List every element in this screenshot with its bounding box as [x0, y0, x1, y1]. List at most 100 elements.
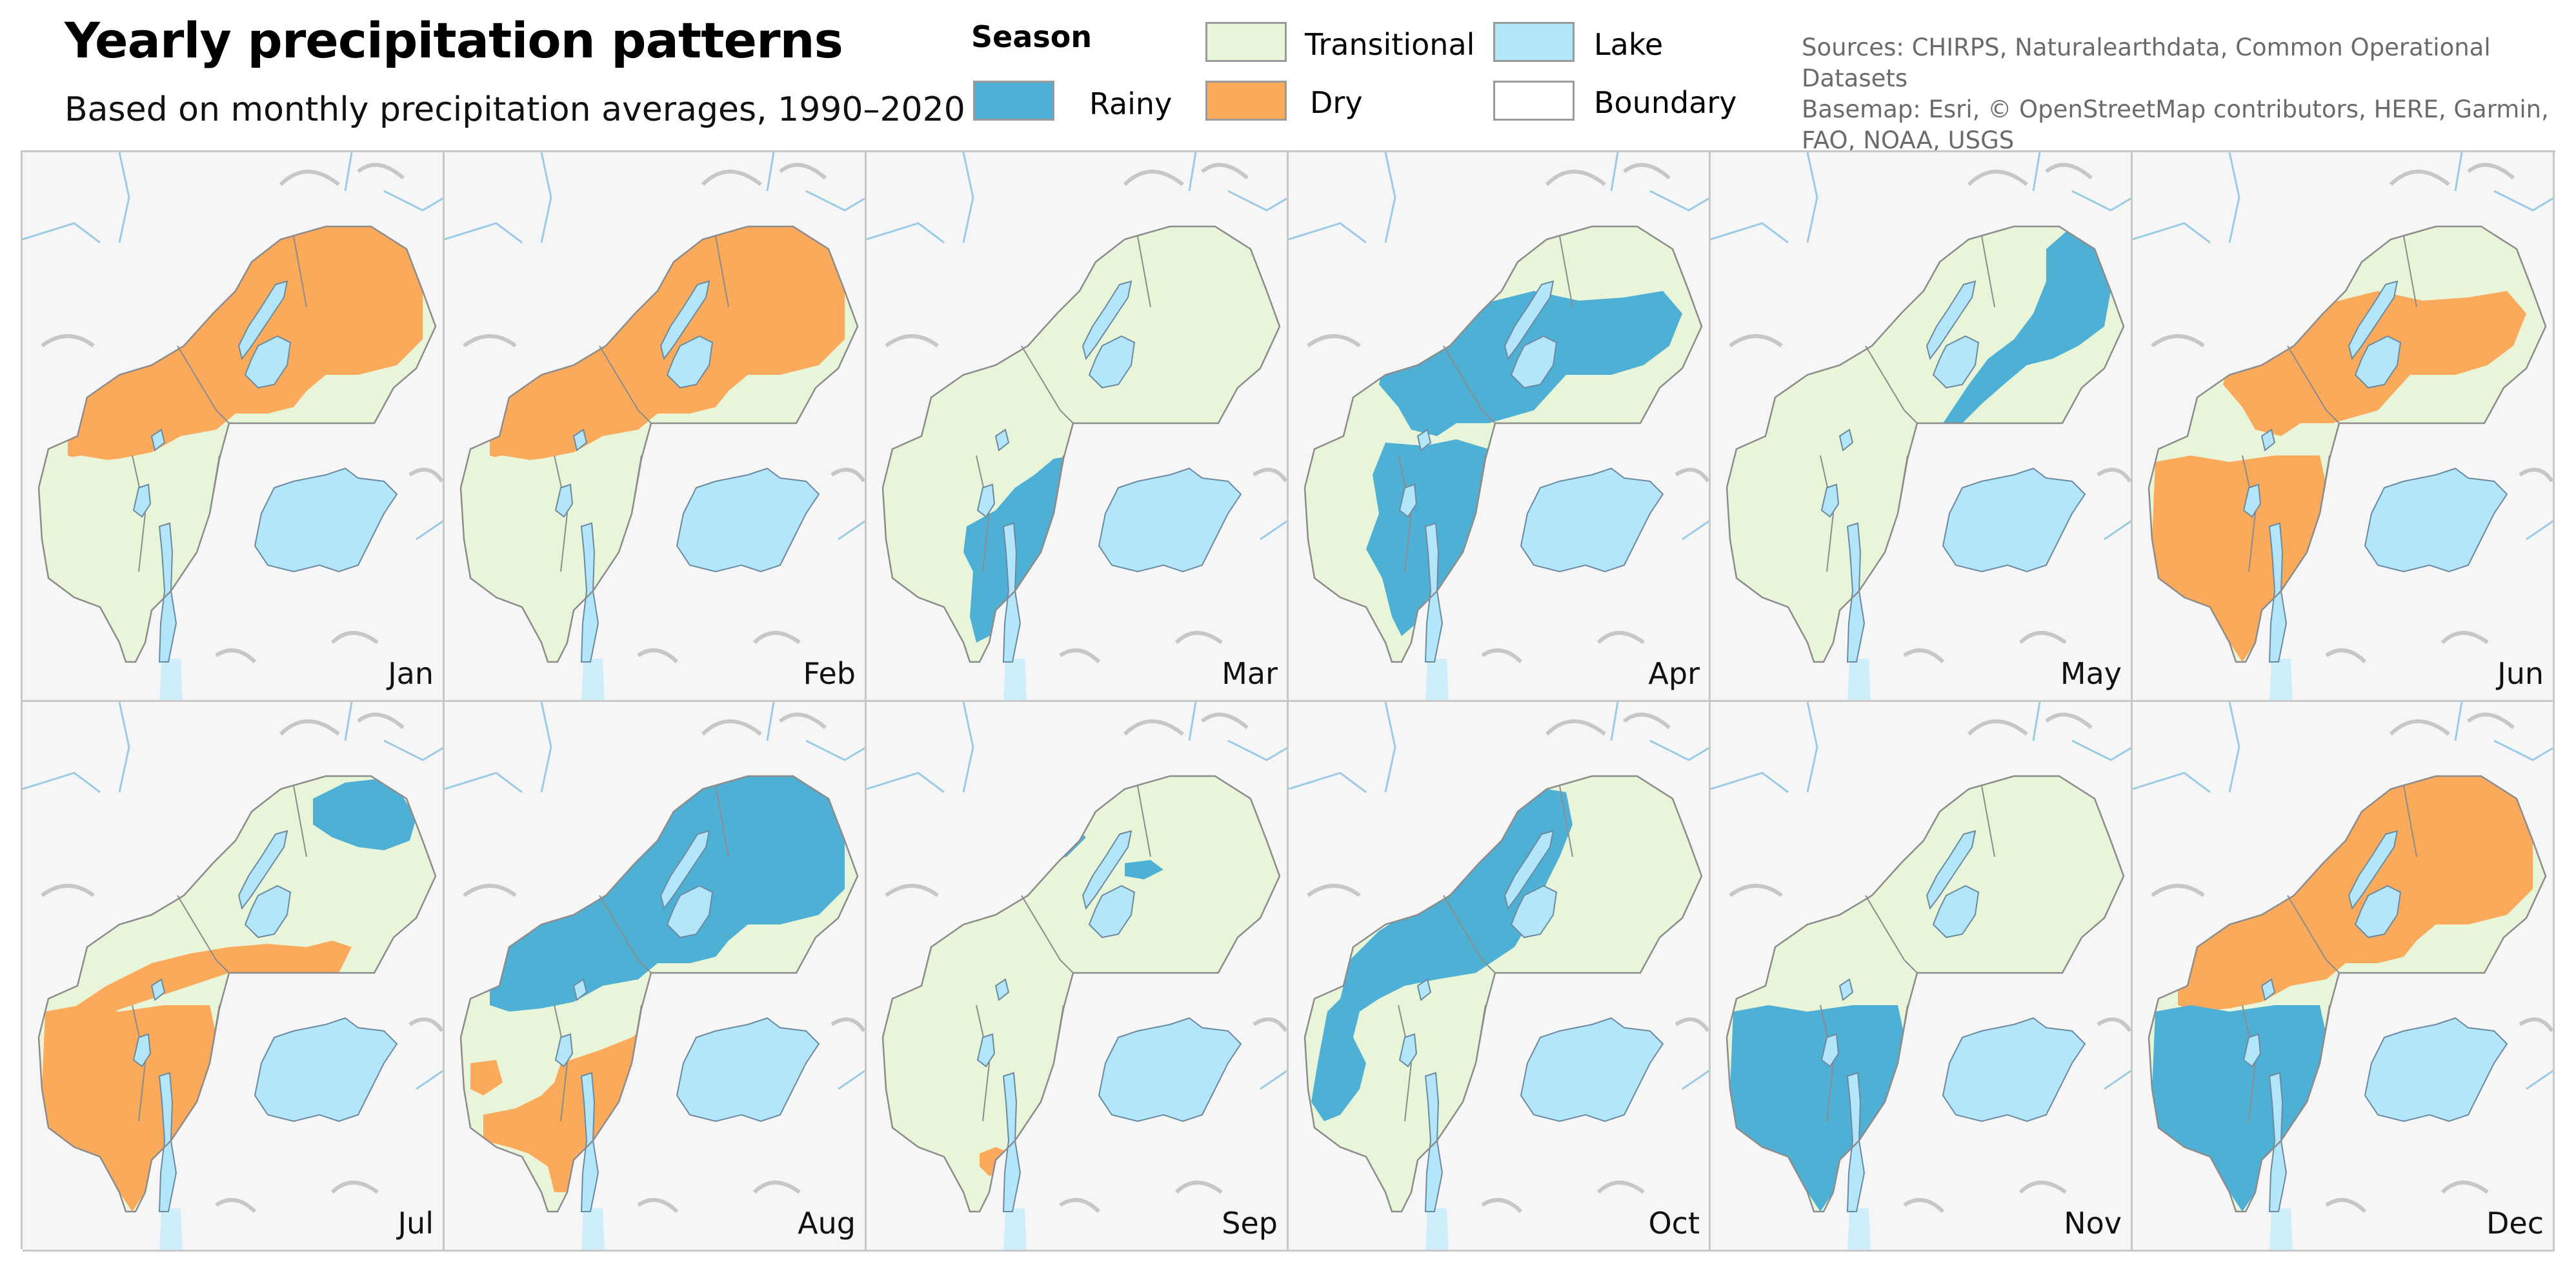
lake-outflow	[1425, 1208, 1449, 1250]
lake-outflow	[2269, 1208, 2293, 1250]
lake-shape	[2364, 1017, 2508, 1123]
river-lines	[23, 702, 443, 1090]
lake-shape	[1088, 884, 1136, 939]
lake-shape	[244, 335, 292, 389]
lake-shape	[1398, 1033, 1418, 1068]
dry-zone-south	[470, 1024, 651, 1192]
terrain-relief	[1729, 712, 2131, 1214]
lake-shape	[1846, 1072, 1866, 1212]
legend-label-boundary: Boundary	[1594, 85, 1737, 120]
map-panel-oct: Oct	[1289, 702, 1711, 1252]
terrain-relief	[41, 712, 443, 1214]
river-lines	[1289, 702, 1709, 1090]
map-jul-svg	[23, 702, 443, 1250]
lake-shape	[1510, 335, 1558, 389]
lake-shape	[976, 1033, 996, 1068]
terrain-relief	[463, 163, 865, 664]
lake-shape	[659, 830, 710, 910]
lake-shape	[132, 483, 152, 518]
map-sep-svg	[867, 702, 1287, 1250]
map-panel-sep: Sep	[867, 702, 1289, 1252]
sources-line: FAO, NOAA, USGS	[1802, 126, 2015, 154]
legend-label-dry: Dry	[1310, 85, 1363, 120]
map-mar-svg	[867, 152, 1287, 700]
lake-shape	[254, 467, 398, 573]
lake-shape	[237, 830, 288, 910]
lake-outflow	[1847, 659, 1871, 700]
country-boundary	[881, 775, 1281, 1213]
rainy-zone-southwest	[1730, 1005, 1907, 1212]
map-panel-nov: Nov	[1711, 702, 2133, 1252]
terrain-relief	[885, 163, 1287, 664]
country-boundary	[37, 775, 437, 1213]
country-boundary	[1726, 225, 2125, 663]
lake-shape	[2260, 428, 2276, 452]
lake-shape	[1416, 978, 1432, 1001]
month-label: Apr	[1648, 656, 1700, 691]
lake-shape	[132, 1033, 152, 1068]
lake-shape	[1424, 1072, 1444, 1212]
lake-shape	[2260, 978, 2276, 1001]
month-label: Jan	[388, 656, 434, 691]
lake-shape	[2354, 335, 2402, 389]
lake-shape	[1820, 483, 1840, 518]
map-nov-svg	[1711, 702, 2131, 1250]
map-panel-may: May	[1711, 152, 2133, 702]
sources-line: Sources: CHIRPS, Naturalearthdata, Commo…	[1802, 34, 2491, 92]
country-boundary	[1726, 775, 2125, 1213]
lake-shape	[976, 483, 996, 518]
month-label: Jun	[2497, 656, 2544, 691]
lake-shape	[2364, 467, 2508, 573]
rainy-zone-northeast-corner	[313, 779, 416, 850]
lake-outflow	[1003, 659, 1027, 700]
lake-shape	[237, 280, 288, 361]
rainy-zone-northeast	[1943, 226, 2111, 430]
country-transitional	[1305, 226, 1702, 662]
lake-shape	[572, 428, 588, 452]
lake-shape	[1926, 830, 1977, 910]
lake-outflow	[159, 659, 183, 700]
lake-outflow	[159, 1208, 183, 1250]
lake-shape	[1942, 467, 2086, 573]
rainy-zone-west	[1311, 789, 1573, 1121]
lake-shape	[1398, 483, 1418, 518]
sources-line: Basemap: Esri, © OpenStreetMap contribut…	[1802, 95, 2549, 123]
river-lines	[23, 152, 443, 541]
lake-shape	[1926, 280, 1977, 361]
lake-shape	[150, 428, 166, 452]
dry-zone-southwest	[2152, 455, 2329, 662]
lake-shape	[1088, 335, 1136, 389]
country-transitional	[883, 226, 1280, 662]
lake-shape	[158, 522, 177, 663]
sources-credit: Sources: CHIRPS, Naturalearthdata, Commo…	[1802, 32, 2576, 156]
terrain-relief	[2151, 712, 2553, 1214]
river-lines	[2133, 152, 2553, 541]
lake-shape	[1424, 522, 1444, 663]
lake-shape	[994, 978, 1010, 1001]
legend-label-transitional: Transitional	[1305, 27, 1475, 62]
lake-shape	[254, 1017, 398, 1123]
map-oct-svg	[1289, 702, 1709, 1250]
river-lines	[867, 152, 1287, 541]
terrain-relief	[2151, 163, 2553, 664]
legend-swatch-lake	[1493, 22, 1575, 62]
river-lines	[445, 152, 865, 541]
lake-shape	[1932, 335, 1980, 389]
map-panel-aug: Aug	[445, 702, 867, 1252]
lake-shape	[2348, 280, 2399, 361]
rainy-zone-central-south	[963, 455, 1076, 643]
terrain-relief	[885, 712, 1287, 1214]
month-label: Aug	[798, 1206, 856, 1241]
terrain-relief	[1307, 712, 1709, 1214]
terrain-relief	[463, 712, 865, 1214]
rainy-zone-west-spots	[522, 883, 641, 973]
lake-outflow	[581, 1208, 605, 1250]
lake-shape	[676, 467, 820, 573]
rainy-zone-southwest	[2152, 1005, 2329, 1212]
lake-shape	[1520, 467, 1664, 573]
river-lines	[1711, 152, 2131, 541]
country-boundary	[881, 225, 1281, 663]
country-transitional	[883, 776, 1280, 1212]
lake-shape	[580, 1072, 599, 1212]
month-label: Jul	[397, 1206, 434, 1241]
